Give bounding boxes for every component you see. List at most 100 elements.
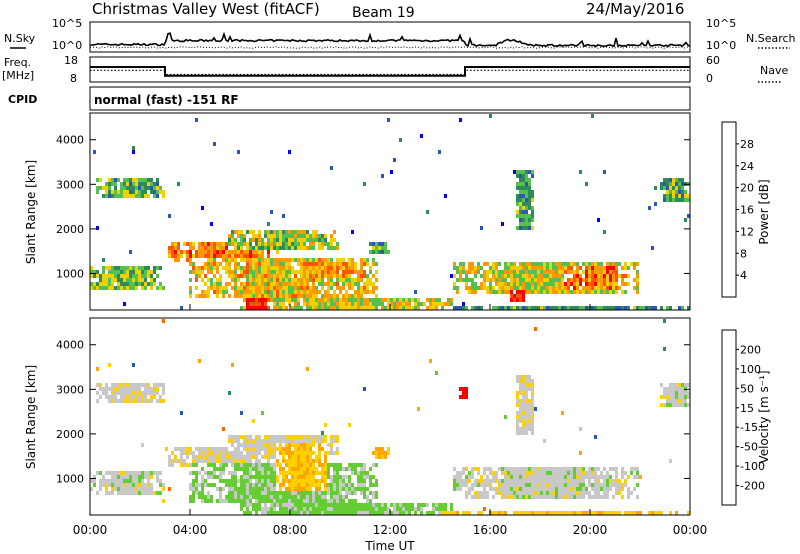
heatmap-cell: [276, 439, 279, 443]
heatmap-cell: [648, 511, 651, 515]
heatmap-cell: [258, 294, 261, 298]
heatmap-cell: [345, 290, 348, 294]
colorbar-tick-label: 200: [740, 343, 761, 356]
heatmap-cell: [162, 399, 165, 403]
heatmap-cell: [357, 306, 360, 310]
heatmap-cell: [252, 507, 255, 511]
heatmap-cell: [555, 286, 558, 290]
heatmap-cell: [510, 262, 513, 266]
heatmap-cell: [687, 198, 690, 202]
heatmap-cell: [324, 451, 327, 455]
heatmap-cell: [597, 475, 600, 479]
heatmap-cell: [159, 395, 162, 399]
heatmap-cell: [249, 495, 252, 499]
noise-panel: N.Sky 10^5 10^0 10^5 10^0 N.Search: [4, 17, 796, 53]
heatmap-cell: [303, 246, 306, 250]
heatmap-cell: [216, 459, 219, 463]
heatmap-cell: [552, 274, 555, 278]
heatmap-cell: [597, 495, 600, 499]
heatmap-cell: [663, 395, 666, 399]
heatmap-cell: [480, 306, 483, 310]
heatmap-cell: [522, 511, 525, 515]
heatmap-cell: [192, 499, 195, 503]
heatmap-cell: [279, 282, 282, 286]
heatmap-cell: [474, 306, 477, 310]
heatmap-cell: [306, 455, 309, 459]
heatmap-cell: [372, 258, 375, 262]
heatmap-cell: [525, 423, 528, 427]
heatmap-cell: [504, 487, 507, 491]
heatmap-cell: [225, 270, 228, 274]
heatmap-cell: [318, 511, 321, 515]
heatmap-cell: [345, 487, 348, 491]
heatmap-cell: [258, 246, 261, 250]
heatmap-cell: [294, 503, 297, 507]
heatmap-cell: [564, 491, 567, 495]
heatmap-cell: [561, 266, 564, 270]
heatmap-cell: [333, 503, 336, 507]
heatmap-cell: [375, 262, 378, 266]
heatmap-cell: [249, 491, 252, 495]
heatmap-cell: [228, 471, 231, 475]
heatmap-cell: [483, 479, 486, 483]
heatmap-cell: [588, 270, 591, 274]
heatmap-cell: [363, 302, 366, 306]
heatmap-cell: [108, 186, 111, 190]
heatmap-cell: [330, 499, 333, 503]
heatmap-cell: [426, 511, 429, 515]
heatmap-cell: [573, 471, 576, 475]
heatmap-cell: [294, 447, 297, 451]
heatmap-cell: [366, 487, 369, 491]
heatmap-cell: [318, 298, 321, 302]
heatmap-cell: [270, 246, 273, 250]
heatmap-cell: [144, 399, 147, 403]
heatmap-cell: [135, 475, 138, 479]
heatmap-cell: [522, 403, 525, 407]
heatmap-cell: [531, 391, 534, 395]
heatmap-cell: [258, 503, 261, 507]
heatmap-cell: [201, 447, 204, 451]
heatmap-cell: [504, 491, 507, 495]
noise-right-tick-top: 10^5: [706, 17, 736, 30]
heatmap-cell: [171, 246, 174, 250]
heatmap-cell: [618, 306, 621, 310]
heatmap-cell: [558, 487, 561, 491]
heatmap-cell: [363, 182, 366, 186]
heatmap-cell: [450, 507, 453, 511]
heatmap-cell: [531, 174, 534, 178]
heatmap-cell: [132, 363, 135, 367]
heatmap-cell: [678, 194, 681, 198]
heatmap-cell: [237, 455, 240, 459]
heatmap-cell: [105, 194, 108, 198]
heatmap-cell: [105, 190, 108, 194]
heatmap-cell: [543, 495, 546, 499]
heatmap-cell: [255, 495, 258, 499]
heatmap-cell: [288, 230, 291, 234]
heatmap-cell: [348, 274, 351, 278]
heatmap-cell: [618, 262, 621, 266]
heatmap-cell: [252, 298, 255, 302]
heatmap-cell: [147, 491, 150, 495]
heatmap-cell: [279, 274, 282, 278]
heatmap-cell: [354, 507, 357, 511]
heatmap-cell: [519, 375, 522, 379]
heatmap-cell: [552, 262, 555, 266]
heatmap-cell: [177, 258, 180, 262]
heatmap-cell: [291, 435, 294, 439]
heatmap-cell: [240, 282, 243, 286]
heatmap-cell: [555, 262, 558, 266]
heatmap-cell: [330, 463, 333, 467]
heatmap-cell: [591, 495, 594, 499]
heatmap-cell: [252, 250, 255, 254]
heatmap-cell: [504, 270, 507, 274]
heatmap-cell: [522, 387, 525, 391]
heatmap-cell: [543, 491, 546, 495]
heatmap-cell: [111, 178, 114, 182]
heatmap-cell: [144, 282, 147, 286]
heatmap-cell: [303, 459, 306, 463]
heatmap-cell: [504, 479, 507, 483]
heatmap-cell: [678, 182, 681, 186]
heatmap-cell: [339, 491, 342, 495]
heatmap-cell: [291, 475, 294, 479]
heatmap-cell: [207, 250, 210, 254]
